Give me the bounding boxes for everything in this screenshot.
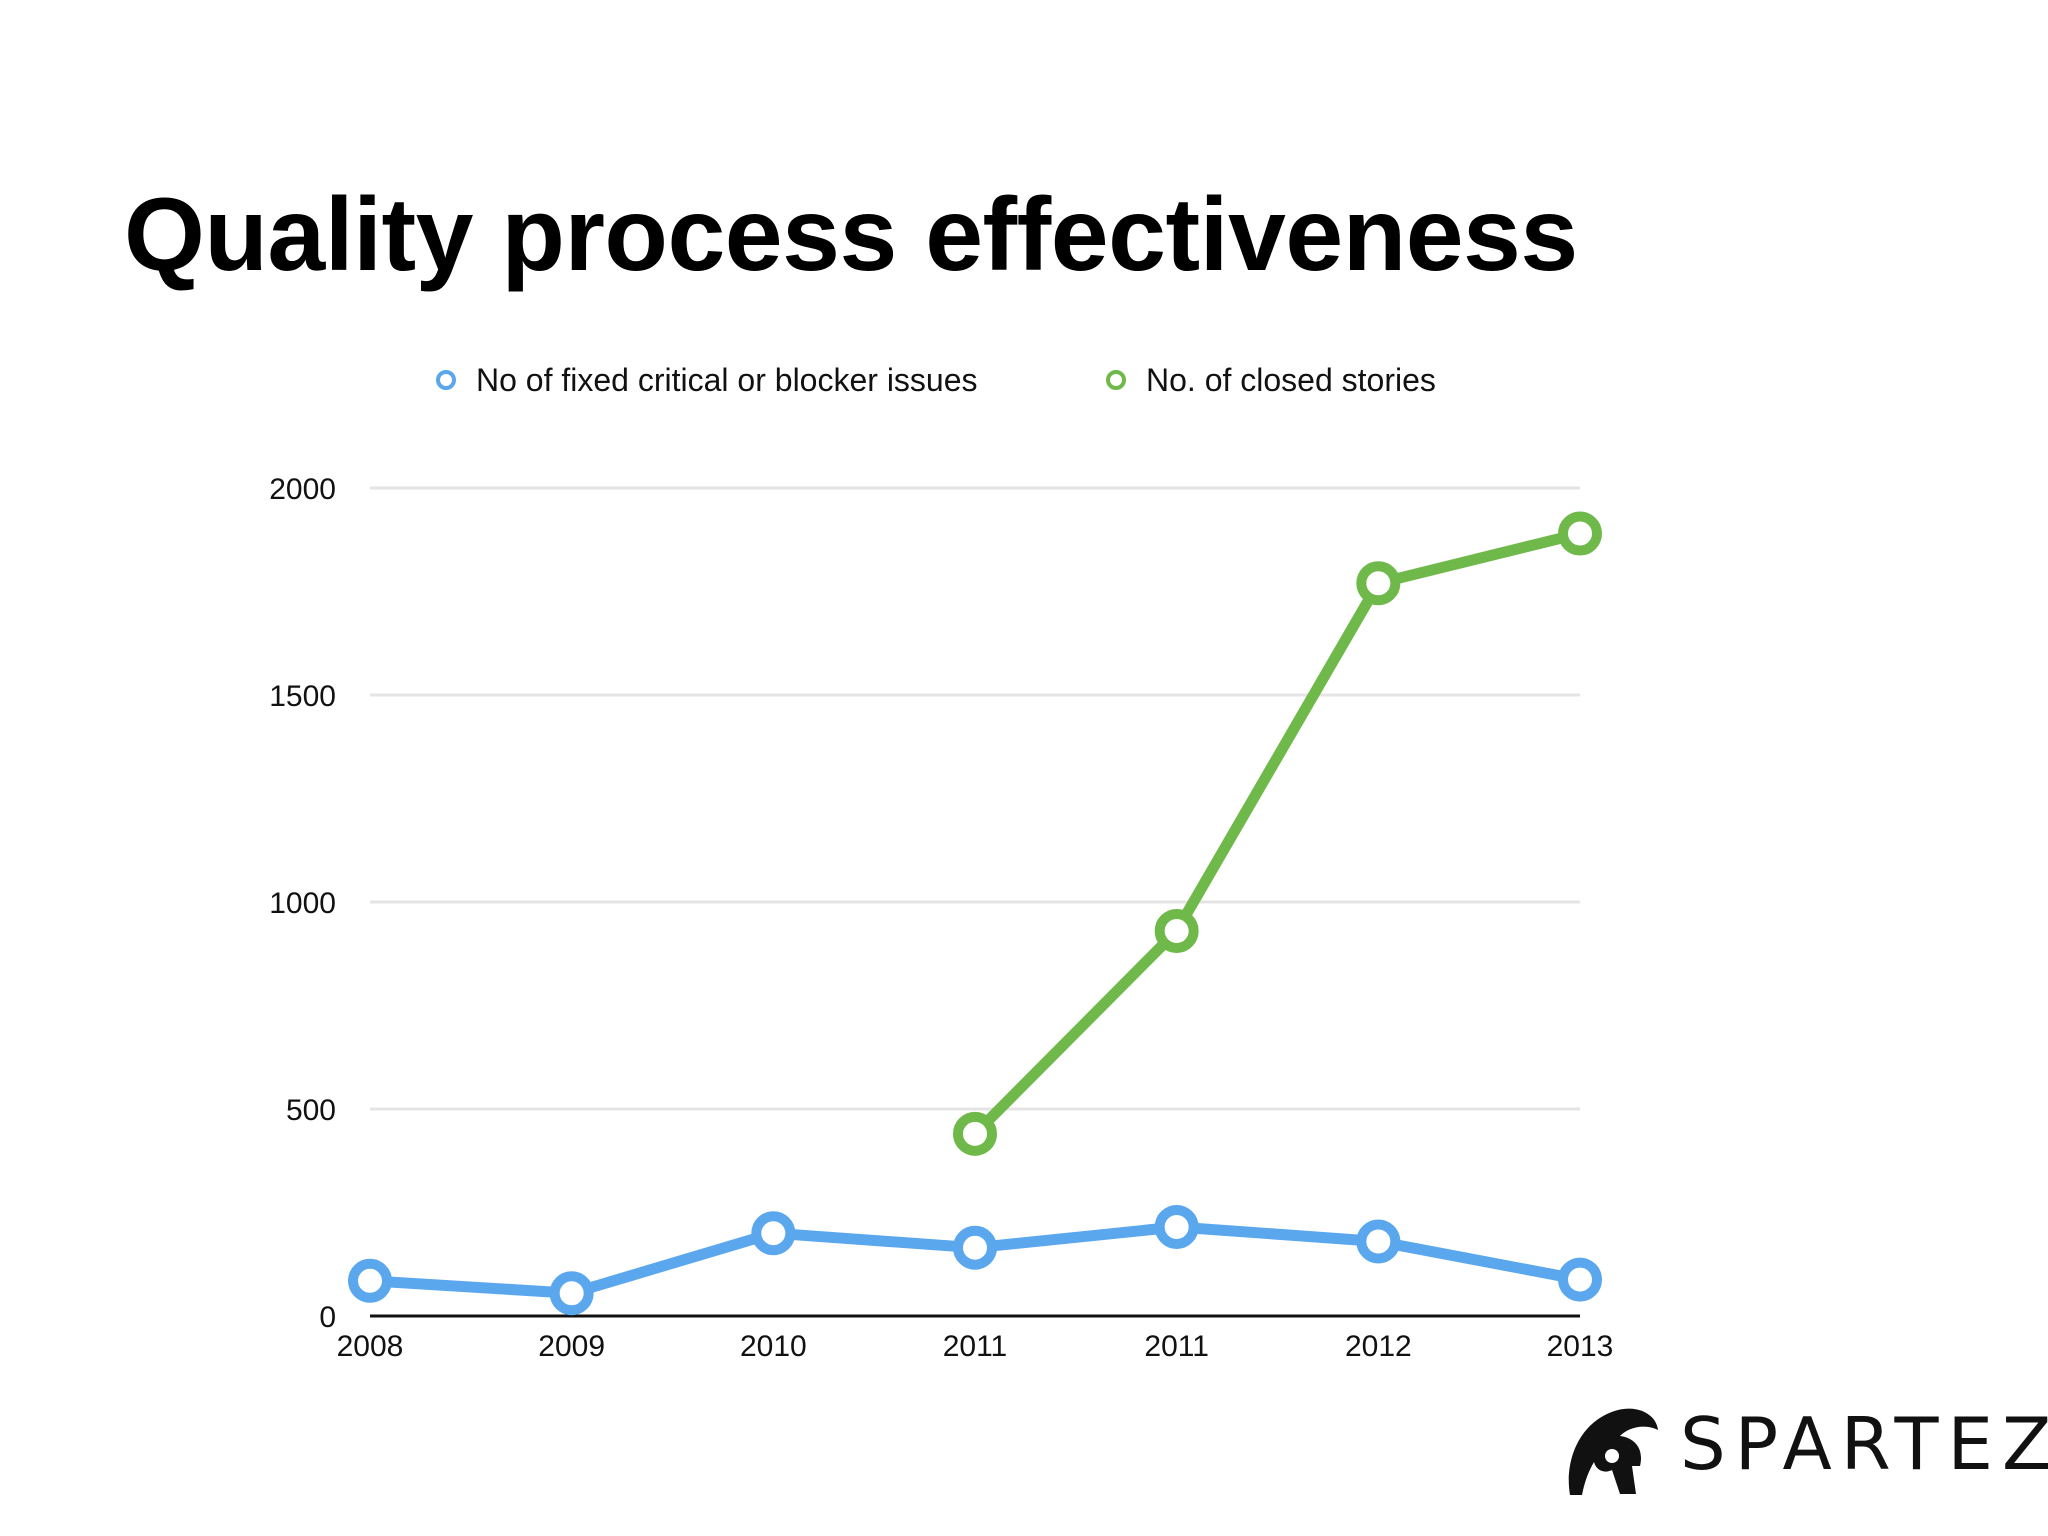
- y-tick-label: 1000: [269, 887, 336, 920]
- legend-marker: [1106, 370, 1126, 390]
- data-point: [953, 1225, 997, 1270]
- slide-title: Quality process effectiveness: [124, 177, 1578, 293]
- series-1: [348, 1204, 1602, 1316]
- x-tick-label: 2013: [1547, 1330, 1614, 1363]
- x-tick-label: 2011: [943, 1330, 1008, 1363]
- x-tick-label: 2008: [337, 1330, 404, 1363]
- legend-item: No. of closed stories: [1106, 362, 1436, 398]
- data-point: [1154, 1204, 1199, 1249]
- data-point: [348, 1258, 392, 1303]
- data-point: [1356, 1219, 1401, 1264]
- y-tick-label: 0: [319, 1301, 336, 1334]
- x-tick-label: 2012: [1345, 1330, 1412, 1363]
- y-tick-label: 500: [286, 1094, 336, 1127]
- legend-label: No. of closed stories: [1146, 362, 1436, 398]
- x-axis-ticks: 2008 2009 2010 2011 2011 2012 2013: [337, 1330, 1614, 1363]
- spartan-helmet-icon: [1568, 1408, 1658, 1495]
- legend-label: No of fixed critical or blocker issues: [476, 362, 978, 398]
- data-point: [1356, 561, 1401, 606]
- legend-marker: [436, 370, 456, 390]
- brand-logo: SPARTEZ: [1560, 1400, 2048, 1500]
- data-point: [1558, 511, 1602, 556]
- data-point: [549, 1271, 594, 1316]
- x-tick-label: 2011: [1144, 1330, 1209, 1363]
- chart-legend: No of fixed critical or blocker issues No…: [436, 362, 1436, 398]
- chart-series: [348, 511, 1602, 1316]
- y-tick-label: 1500: [269, 680, 336, 713]
- x-tick-label: 2009: [538, 1330, 605, 1363]
- brand-name: SPARTEZ: [1680, 1402, 2048, 1486]
- legend-item: No of fixed critical or blocker issues: [436, 362, 978, 398]
- data-point: [1558, 1257, 1602, 1302]
- x-tick-label: 2010: [740, 1330, 807, 1363]
- y-axis-ticks: 0 500 1000 1500 2000: [269, 473, 336, 1334]
- series-line: [969, 528, 1586, 1140]
- data-point: [953, 1111, 997, 1156]
- series-2: [953, 511, 1602, 1156]
- data-point: [751, 1211, 796, 1256]
- data-point: [1154, 908, 1199, 953]
- chart-gridlines: [370, 486, 1580, 1318]
- y-tick-label: 2000: [269, 473, 336, 506]
